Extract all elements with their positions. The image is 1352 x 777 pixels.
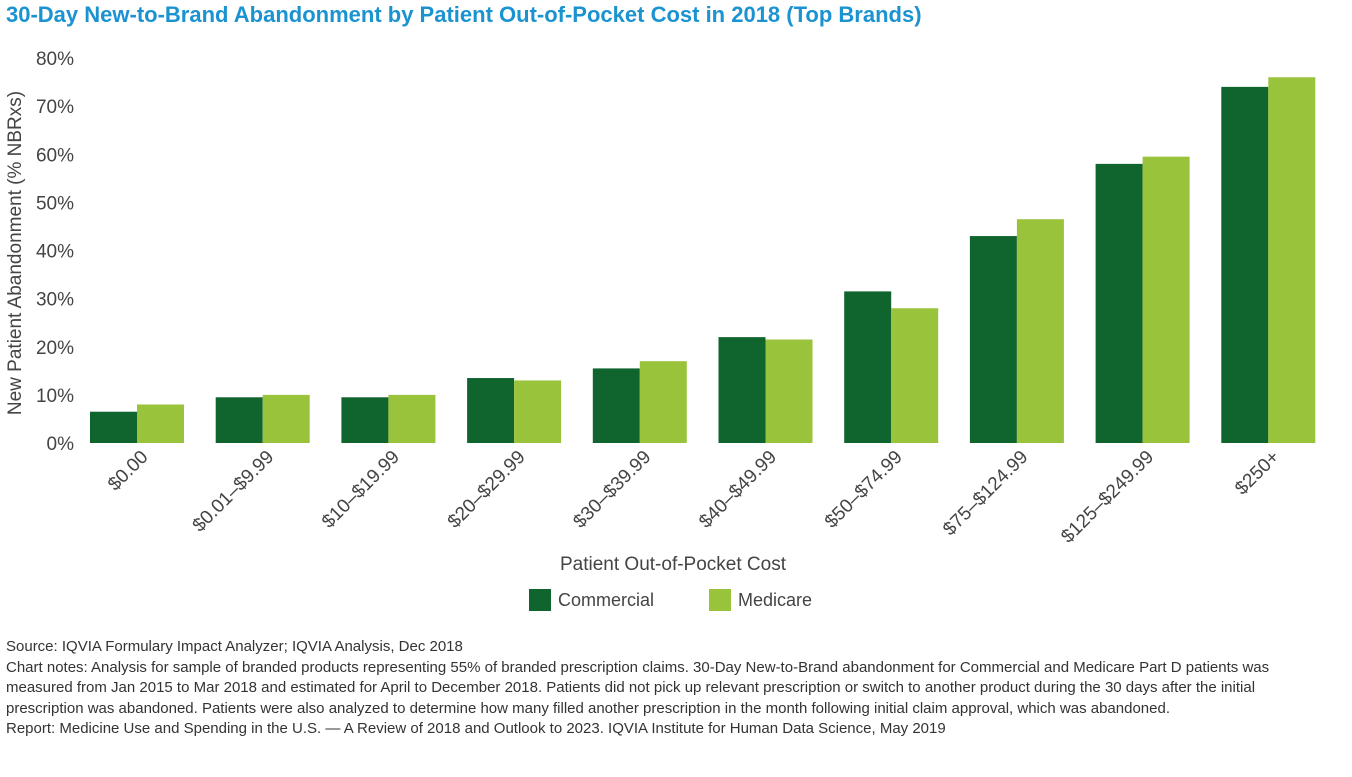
bar-commercial-9 (1221, 86, 1269, 443)
y-tick-label: 50% (36, 193, 74, 214)
x-tick-label: $125–$249.99 (1057, 447, 1158, 548)
y-tick-label: 10% (36, 386, 74, 407)
bar-medicare-6 (891, 308, 939, 443)
legend-swatch-medicare (709, 589, 731, 611)
x-tick-label: $0.00 (104, 447, 152, 495)
legend: Commercial Medicare (529, 589, 812, 611)
bar-medicare-0 (137, 404, 184, 443)
source-note: Source: IQVIA Formulary Impact Analyzer;… (6, 638, 463, 655)
legend-swatch-commercial (529, 589, 551, 611)
y-tick-label: 20% (36, 338, 74, 359)
bar-chart: 0% 10% 20% 30% 40% 50% 60% 70% 80% $0.00 $0.01–$9… (5, 49, 1316, 611)
y-tick-label: 30% (36, 290, 74, 311)
bar-medicare-9 (1268, 77, 1316, 443)
bar-medicare-4 (639, 361, 687, 443)
report-note: Report: Medicine Use and Spending in the… (6, 720, 946, 737)
x-tick-label: $30–$39.99 (569, 447, 655, 533)
bar-medicare-3 (514, 380, 562, 443)
bar-medicare-8 (1142, 156, 1190, 443)
bar-commercial-5 (718, 337, 766, 443)
y-axis-title: New Patient Abandonment (% NBRxs) (5, 91, 26, 415)
bar-commercial-7 (969, 236, 1017, 443)
x-tick-label: $10–$19.99 (318, 447, 404, 533)
bar-commercial-2 (341, 397, 389, 443)
y-tick-label: 80% (36, 49, 74, 70)
x-tick-label: $0.01–$9.99 (189, 447, 279, 537)
x-axis: $0.00 $0.01–$9.99 $10–$19.99 $20–$29.99 $30–… (104, 447, 1284, 548)
bar-commercial-6 (844, 291, 892, 443)
y-tick-label: 60% (36, 145, 74, 166)
legend-label-commercial: Commercial (558, 590, 654, 610)
bar-commercial-1 (215, 397, 263, 443)
bar-medicare-5 (765, 339, 813, 443)
x-tick-label: $75–$124.99 (939, 447, 1032, 540)
chart-notes-text: Chart notes: Analysis for sample of bran… (6, 658, 1270, 717)
chart-title: 30-Day New-to-Brand Abandonment by Patie… (6, 2, 922, 27)
bar-medicare-1 (262, 394, 310, 443)
y-tick-label: 70% (36, 97, 74, 118)
bar-commercial-4 (592, 368, 640, 443)
bar-commercial-8 (1095, 163, 1143, 443)
bar-commercial-3 (467, 378, 515, 443)
bar-commercial-0 (90, 411, 137, 443)
bars (90, 77, 1316, 443)
chart-notes: Source: IQVIA Formulary Impact Analyzer;… (6, 637, 1336, 740)
x-tick-label: $250+ (1231, 447, 1284, 500)
x-axis-title: Patient Out-of-Pocket Cost (560, 554, 787, 575)
x-tick-label: $50–$74.99 (821, 447, 907, 533)
x-tick-label: $20–$29.99 (444, 447, 530, 533)
y-tick-label: 40% (36, 242, 74, 263)
x-tick-label: $40–$49.99 (695, 447, 781, 533)
bar-medicare-7 (1016, 219, 1064, 443)
legend-label-medicare: Medicare (738, 590, 812, 610)
y-tick-label: 0% (47, 434, 75, 455)
bar-medicare-2 (388, 394, 436, 443)
y-axis: 0% 10% 20% 30% 40% 50% 60% 70% 80% (36, 49, 74, 455)
